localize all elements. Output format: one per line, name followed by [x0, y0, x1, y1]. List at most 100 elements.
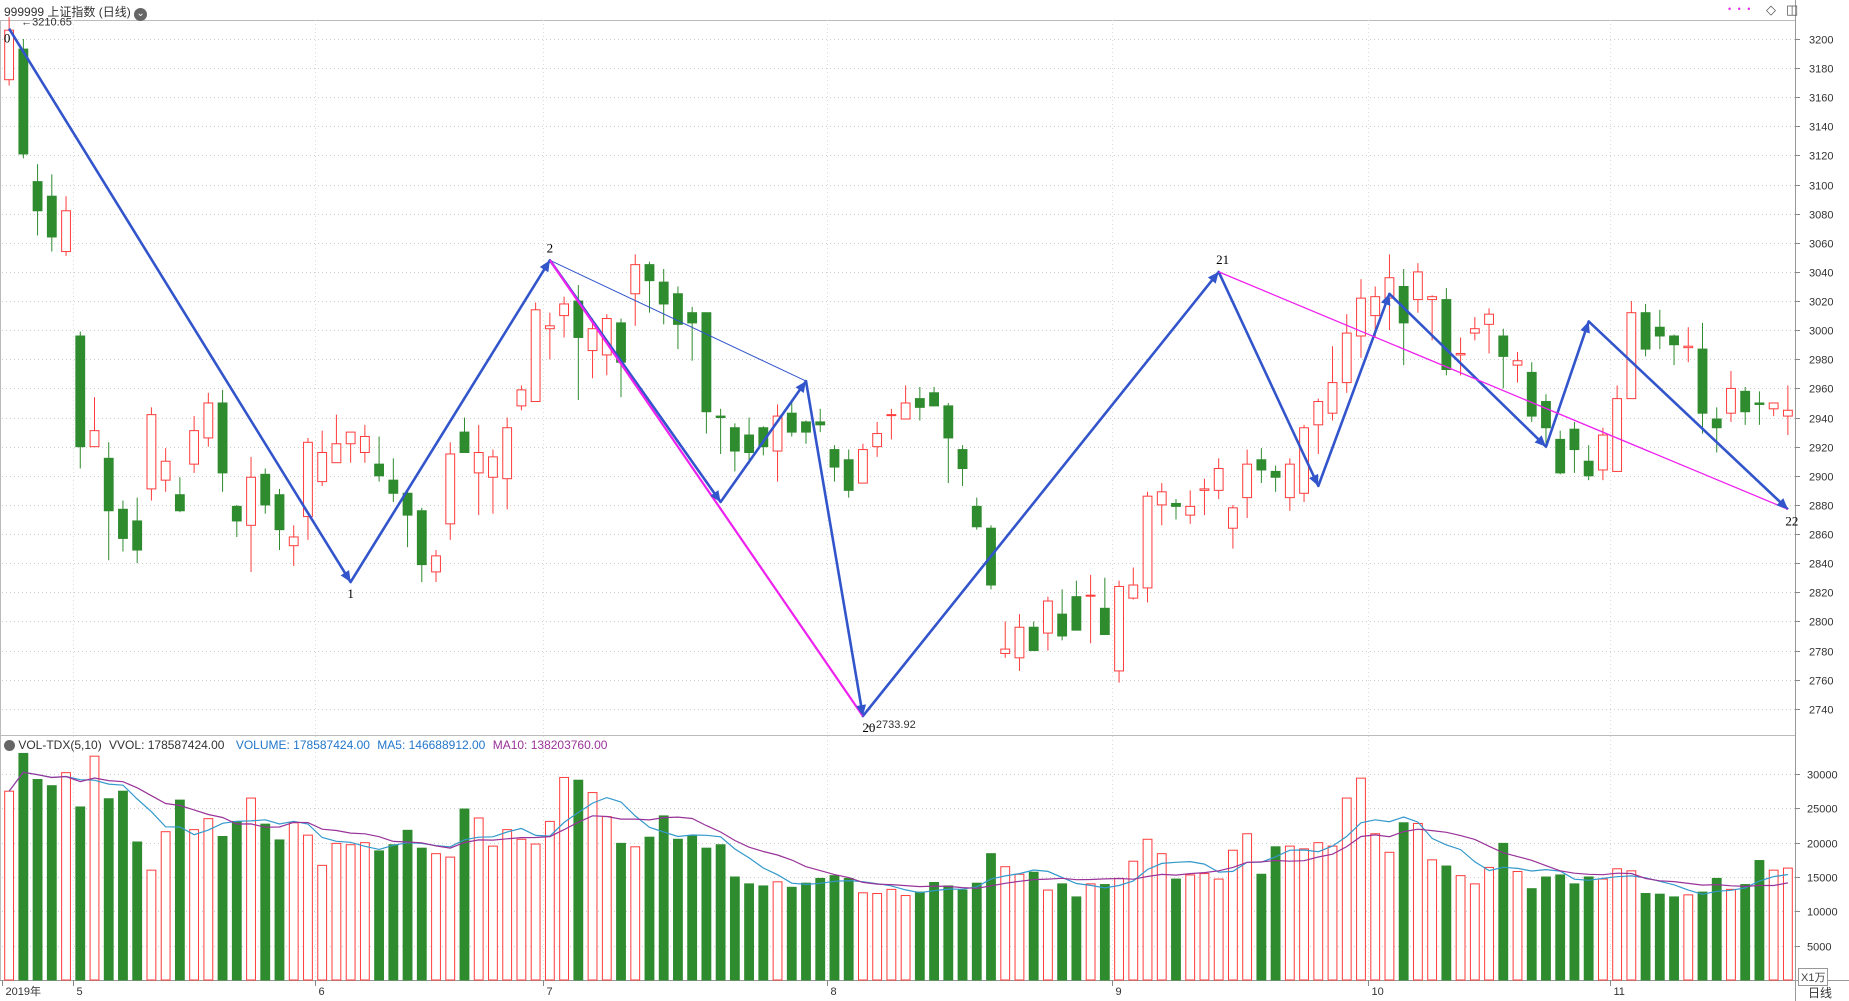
candle-body	[1356, 297, 1366, 337]
volume-bar	[1000, 866, 1011, 981]
volume-bar	[1754, 860, 1765, 981]
volume-bar	[843, 877, 854, 981]
wave-arrowhead	[856, 704, 867, 717]
candle-body	[559, 303, 570, 317]
volume-bar	[1484, 866, 1494, 981]
candle-body	[530, 309, 541, 403]
volume-bar	[1697, 891, 1708, 981]
price-tick-label: 2980	[1809, 355, 1833, 367]
wave-line-thick	[7, 28, 1789, 718]
volume-bar	[914, 891, 925, 981]
candle-body	[1469, 328, 1480, 334]
volume-bar	[46, 785, 57, 981]
volume-bar	[1441, 865, 1452, 981]
wave-arrowhead	[1580, 321, 1590, 334]
candle-body	[246, 476, 256, 526]
indicator-name[interactable]: VOL-TDX(5,10)	[18, 738, 102, 752]
volume-bar	[303, 834, 313, 981]
volume-bar	[1028, 871, 1039, 981]
price-tick-label: 3120	[1809, 151, 1833, 163]
symbol-code: 999999	[4, 5, 45, 19]
volume-bar	[374, 850, 385, 981]
volume-bar	[1583, 876, 1594, 981]
volume-bar	[1669, 896, 1679, 981]
price-tick-label: 2800	[1809, 617, 1833, 629]
wave-lines: 0 1 2 20 21 22	[4, 28, 1798, 735]
volume-bar	[1612, 868, 1623, 981]
wave-label: 20	[862, 720, 875, 735]
candle-body	[288, 536, 299, 547]
indicator-vvol: VVOL: 178587424.00	[109, 738, 225, 752]
volume-bar	[1469, 883, 1480, 981]
volume-tick-label: 15000	[1807, 873, 1838, 885]
candle-body	[744, 434, 754, 453]
candle-body	[1597, 434, 1608, 471]
volume-bar	[1242, 833, 1253, 981]
candle-body	[729, 427, 740, 452]
price-tick-label: 3040	[1809, 268, 1833, 280]
wave-arrowhead	[795, 381, 807, 394]
volume-bar	[829, 875, 840, 981]
period-tab[interactable]: 日线	[1808, 986, 1833, 1000]
volume-bar	[1711, 877, 1722, 981]
wave-arrowhead	[1380, 293, 1391, 306]
candle-body	[1569, 428, 1580, 451]
candle-body	[1427, 296, 1438, 301]
candle-body	[1726, 387, 1736, 414]
volume-bar	[217, 836, 228, 981]
candle-body	[32, 181, 43, 212]
diamond-icon[interactable]: ◇	[1766, 2, 1776, 17]
candle-body	[388, 479, 399, 494]
volume-bar	[1156, 853, 1167, 981]
volume-bar	[573, 779, 584, 981]
candle-body	[1697, 348, 1708, 414]
candle-body	[1299, 427, 1309, 494]
date-tick-label: 10	[1372, 986, 1384, 998]
volume-bar	[1626, 870, 1637, 981]
candle-body	[160, 460, 171, 481]
candle-body	[103, 457, 114, 512]
volume-bar	[943, 885, 954, 981]
volume-bar	[1541, 876, 1551, 981]
candle-body	[402, 492, 413, 516]
candle-body	[1028, 626, 1039, 652]
candle-body	[359, 435, 370, 453]
price-tick-label: 3060	[1809, 239, 1833, 251]
price-tick-label: 2940	[1809, 414, 1833, 426]
candle-body	[231, 505, 242, 522]
volume-bar	[530, 843, 541, 981]
candle-body	[1512, 360, 1523, 366]
volume-bar	[1683, 894, 1694, 981]
volume-bar	[203, 818, 214, 981]
volume-bar	[801, 882, 811, 981]
volume-bar	[1341, 797, 1352, 981]
volume-bar	[957, 889, 968, 981]
price-tick-label: 3000	[1809, 326, 1833, 338]
candle-body	[1654, 326, 1665, 337]
candle-body	[1099, 607, 1110, 636]
candle-body	[1683, 345, 1694, 349]
volume-bar	[516, 838, 527, 981]
volume-bar	[388, 844, 399, 981]
price-tick-label: 3080	[1809, 210, 1833, 222]
volume-bar	[1313, 842, 1324, 981]
volume-bar	[416, 847, 427, 981]
dropdown-icon[interactable]: ⌄	[134, 8, 148, 21]
volume-bar	[317, 864, 328, 981]
candle-body	[459, 431, 470, 453]
volume-bar	[658, 815, 669, 981]
candle-body	[1327, 382, 1338, 414]
period-label: (日线)	[98, 5, 131, 19]
indicator-icon[interactable]	[4, 740, 15, 752]
volume-bar	[160, 831, 171, 981]
candle-body	[345, 431, 356, 445]
price-tick-label: 2880	[1809, 501, 1833, 513]
candle-body	[174, 494, 185, 512]
wave-arrowhead	[1776, 498, 1788, 510]
volume-ma5-line	[8, 771, 1788, 895]
price-marks: ←3210.65 ←2733.92	[21, 17, 916, 731]
volume-bar	[1213, 878, 1224, 981]
window-icon[interactable]: ◫	[1786, 2, 1799, 17]
